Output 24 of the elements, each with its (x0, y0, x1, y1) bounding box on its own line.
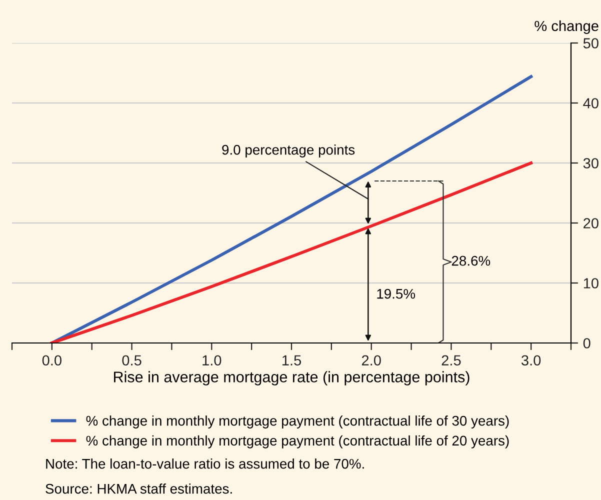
line-series (50, 161, 533, 343)
legend-label: % change in monthly mortgage payment (contractual life of 20 years) (86, 435, 509, 448)
line-series (50, 75, 533, 343)
x-tick-label: 1.0 (202, 355, 222, 366)
x-tick-label: 3.0 (521, 355, 541, 366)
y-tick-label: 40 (583, 98, 598, 108)
source-note: Source: HKMA staff estimates. (46, 484, 232, 494)
x-tick-label: 2.0 (362, 355, 381, 366)
legend-label: % change in monthly mortgage payment (contractual life of 30 years) (86, 416, 509, 428)
y-tick-label: 20 (584, 218, 598, 228)
y-tick-label: 0 (583, 338, 590, 348)
x-tick-label: 0.5 (122, 355, 142, 366)
y-axis-title: % change (534, 20, 598, 34)
annotation: 28.6% (452, 256, 490, 266)
annotation: 9.0 percentage points (222, 144, 355, 158)
text: Note: The loan-to-value ratio is assumed to be 70%. (46, 458, 364, 469)
annotation: 19.5% (377, 288, 416, 299)
x-tick-label: 1.5 (282, 355, 302, 366)
x-tick-label: 0.0 (42, 355, 62, 366)
x-tick-label: 2.5 (442, 355, 461, 366)
y-tick-label: 30 (583, 158, 598, 168)
x-axis-title: Rise in average mortgage rate (in percentage points) (114, 371, 470, 386)
y-tick-label: 10 (584, 278, 598, 288)
y-tick-label: 50 (583, 38, 598, 48)
